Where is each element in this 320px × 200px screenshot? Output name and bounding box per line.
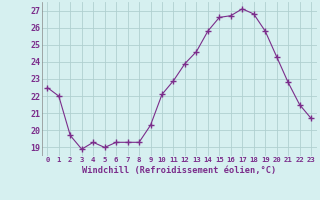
X-axis label: Windchill (Refroidissement éolien,°C): Windchill (Refroidissement éolien,°C) xyxy=(82,166,276,175)
